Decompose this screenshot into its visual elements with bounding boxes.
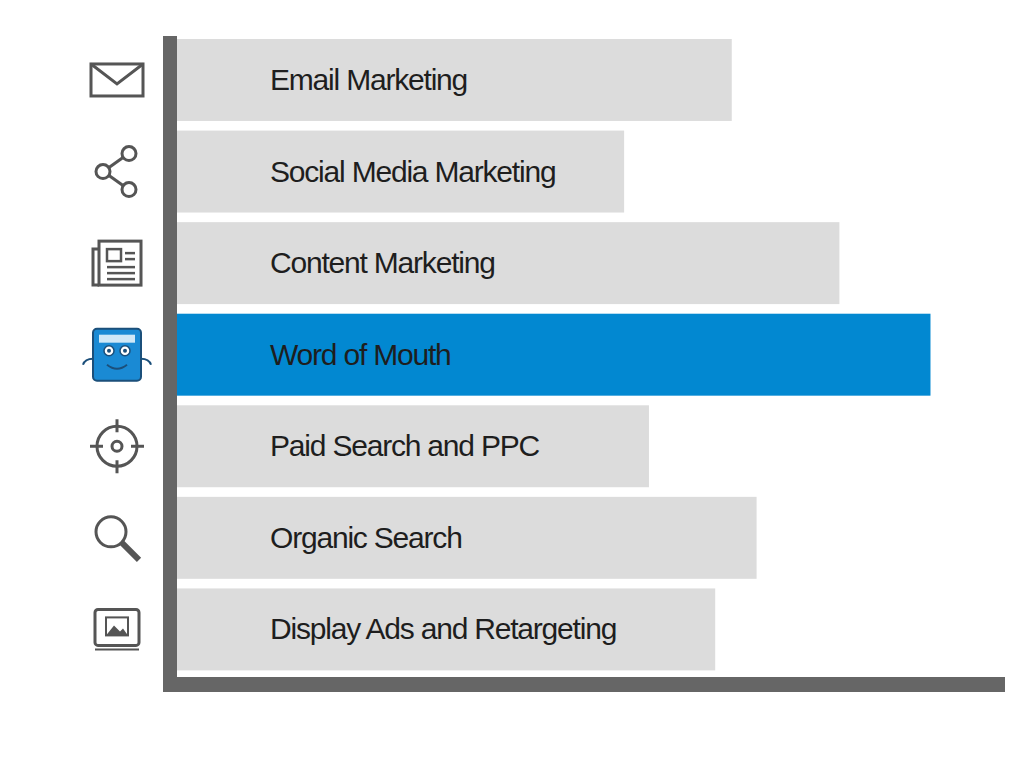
icon [83,329,151,381]
category-label: Content Marketing [270,246,495,279]
icon [96,517,139,560]
bar-labels: Email Marketing Social Media Marketing Con… [270,63,616,645]
chart-container: Email Marketing Social Media Marketing Con… [0,0,1024,768]
category-label: Organic Search [270,521,462,554]
category-label: Paid Search and PPC [270,429,540,462]
chart-svg: Email Marketing Social Media Marketing Con… [0,0,1024,768]
bar [177,131,624,213]
bar [177,405,649,487]
y-axis-line [163,36,177,692]
icon [93,241,141,285]
category-label: Display Ads and Retargeting [270,612,616,645]
bars [177,39,930,670]
bar [177,39,732,121]
x-axis-line [163,677,1005,692]
icon [95,609,139,649]
icon [90,419,144,473]
icon [96,147,136,197]
bar [177,497,757,579]
icon [91,64,143,96]
category-label: Social Media Marketing [270,155,555,188]
bar [177,222,839,304]
category-label: Word of Mouth [270,338,451,371]
bar [177,588,715,670]
icons [83,64,151,649]
bar [177,314,930,396]
category-label: Email Marketing [270,63,467,96]
